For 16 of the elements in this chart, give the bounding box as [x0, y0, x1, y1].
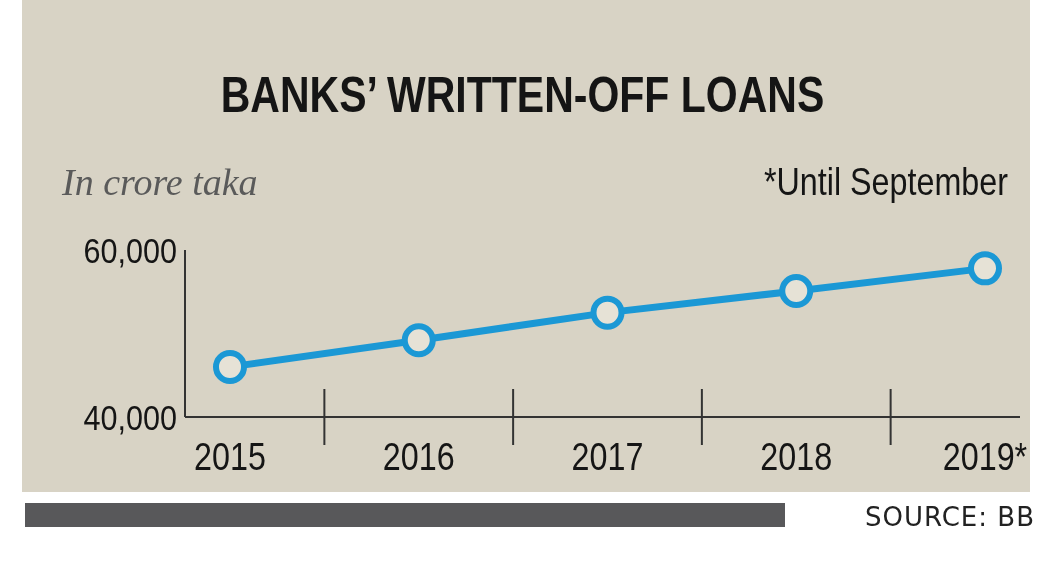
x-tick-label: 2017 [571, 435, 644, 478]
point [779, 273, 814, 308]
point [590, 295, 625, 330]
point [213, 349, 247, 384]
point [968, 251, 1002, 286]
x-tick-label: 2016 [382, 435, 455, 478]
y-axis-title: In crore taka [61, 161, 258, 203]
source-note: SOURCE: BB [864, 502, 1035, 532]
x-tick-label: 2015 [194, 435, 266, 478]
chart-title: BANKS’ WRITTEN-OFF LOANS [220, 67, 825, 123]
x-tick-label: 2019* [942, 435, 1028, 478]
y-tick-label: 60,000 [83, 230, 177, 271]
x-tick-label: 2018 [760, 435, 833, 478]
point [401, 323, 436, 358]
text: *Until September [763, 160, 1009, 203]
y-tick-label: 40,000 [83, 397, 177, 438]
